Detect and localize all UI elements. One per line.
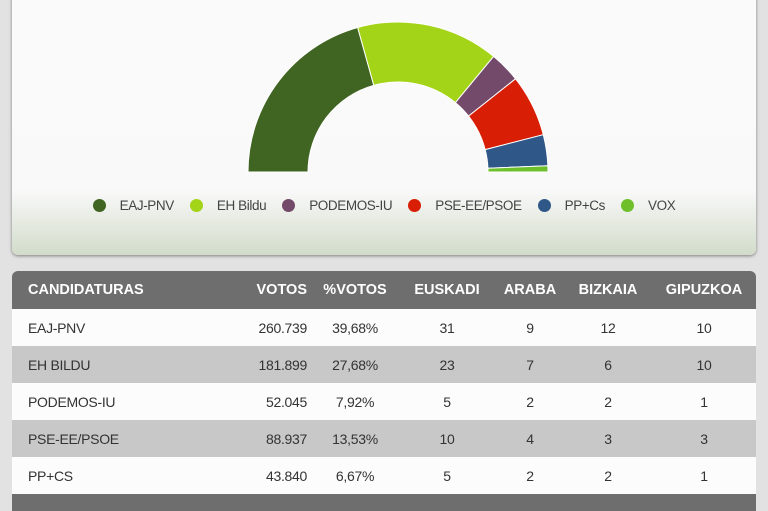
table-row: PODEMOS-IU 52.045 7,92% 5 2 2 1 [12,383,756,420]
table-row: EAJ-PNV 260.739 39,68% 31 9 12 10 [12,309,756,346]
legend-label: PSE-EE/PSOE [435,198,522,213]
cell-euskadi: 31 [439,319,455,336]
cell-votos: 88.937 [265,430,307,447]
cell-bizkaia: 2 [604,393,612,410]
legend-dot-icon [537,199,551,212]
cell-pct-votos: 6,67% [335,467,375,484]
cell-pct-votos: 7,92% [335,393,375,410]
legend-item[interactable]: PODEMOS-IU [282,198,393,213]
cell-bizkaia: 12 [600,319,616,336]
header-araba[interactable]: ARABA [503,282,557,298]
cell-candidatura: PP+CS [28,467,73,484]
legend-item[interactable]: VOX [621,198,676,213]
legend-label: EH Bildu [216,198,267,213]
legend-dot-icon [621,199,635,212]
legend-dot-icon [408,199,422,212]
header-candidaturas[interactable]: CANDIDATURAS [28,282,144,298]
cell-pct-votos: 39,68% [332,319,378,336]
legend-dot-icon [282,199,296,212]
cell-euskadi: 5 [443,467,451,484]
legend-label: EAJ-PNV [119,198,175,213]
header-gipuzkoa[interactable]: GIPUZKOA [665,282,743,298]
header-bizkaia[interactable]: BIZKAIA [578,282,638,298]
chart-legend: EAJ-PNV EH Bildu PODEMOS-IU PSE-EE/PSOE PP+C… [0,198,768,213]
cell-votos: 260.739 [258,319,307,336]
cell-araba: 9 [526,319,534,336]
header-votos[interactable]: VOTOS [256,282,308,298]
cell-pct-votos: 27,68% [332,356,378,373]
legend-label: PODEMOS-IU [309,198,393,213]
table-header: CANDIDATURAS VOTOS %VOTOS EUSKADI ARABA … [12,271,756,309]
cell-bizkaia: 6 [604,356,612,373]
legend-item[interactable]: EAJ-PNV [92,198,175,213]
header-euskadi[interactable]: EUSKADI [414,282,480,298]
cell-votos: 181.899 [258,356,307,373]
legend-dot-icon [189,199,203,212]
cell-candidatura: EAJ-PNV [28,319,86,336]
legend-item[interactable]: PSE-EE/PSOE [408,198,522,213]
cell-bizkaia: 2 [604,467,612,484]
legend-item[interactable]: EH Bildu [189,198,267,213]
cell-euskadi: 5 [443,393,451,410]
arc-segment-eaj-pnv[interactable] [247,26,375,173]
cell-euskadi: 23 [439,356,455,373]
cell-gipuzkoa: 10 [696,319,712,336]
cell-araba: 2 [526,467,534,484]
cell-gipuzkoa: 3 [700,430,708,447]
legend-item[interactable]: PP+Cs [537,198,606,213]
legend-label: PP+Cs [564,198,606,213]
legend-label: VOX [648,198,676,213]
cell-bizkaia: 3 [604,430,612,447]
cell-gipuzkoa: 1 [700,393,708,410]
cell-candidatura: PODEMOS-IU [28,393,116,410]
header-pct-votos[interactable]: %VOTOS [323,282,387,298]
cell-votos: 43.840 [265,467,307,484]
cell-candidatura: EH BILDU [28,356,91,373]
cell-gipuzkoa: 10 [696,356,712,373]
arc-segment-vox[interactable] [487,165,549,173]
table-row: PP+CS 43.840 6,67% 5 2 2 1 [12,457,756,494]
cell-araba: 2 [526,393,534,410]
cell-araba: 7 [526,356,534,373]
cell-candidatura: PSE-EE/PSOE [28,430,119,447]
legend-dot-icon [92,199,106,212]
results-table: CANDIDATURAS VOTOS %VOTOS EUSKADI ARABA … [12,271,756,511]
cell-pct-votos: 13,53% [332,430,378,447]
cell-gipuzkoa: 1 [700,467,708,484]
table-row: EH BILDU 181.899 27,68% 23 7 6 10 [12,346,756,383]
seat-arc-chart [247,21,549,173]
cell-araba: 4 [526,430,534,447]
table-row: PSE-EE/PSOE 88.937 13,53% 10 4 3 3 [12,420,756,457]
cell-votos: 52.045 [265,393,307,410]
cell-euskadi: 10 [439,430,455,447]
